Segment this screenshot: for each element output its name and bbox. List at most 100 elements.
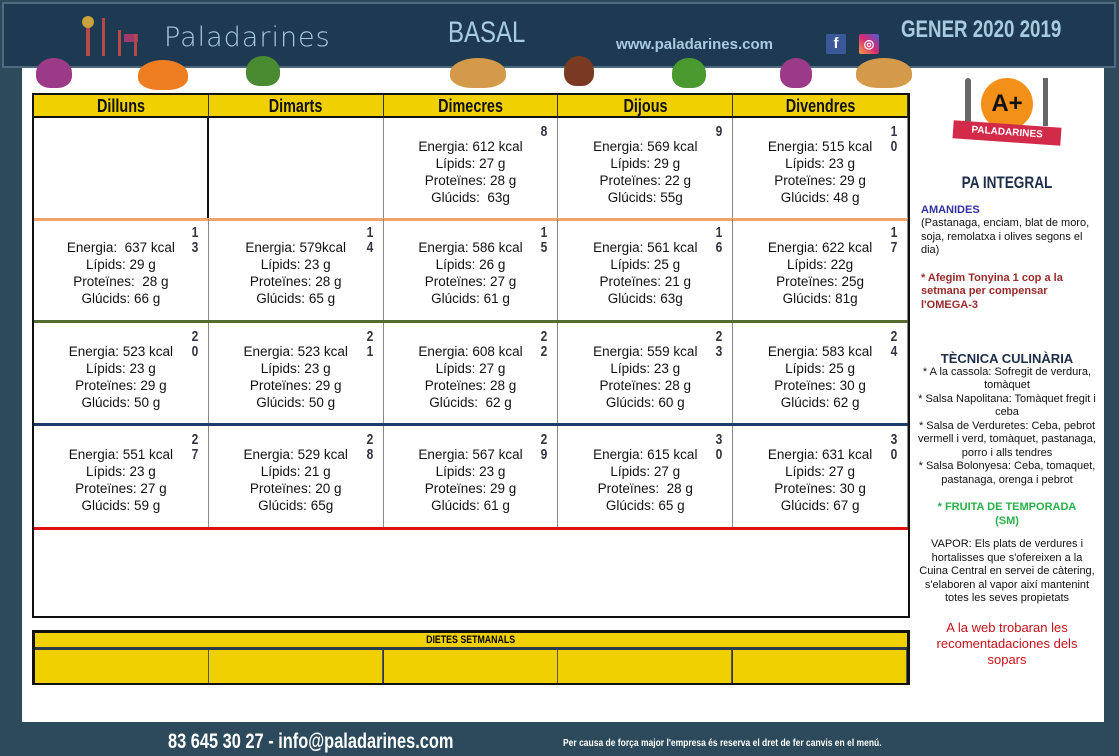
lipids-value: Lípids: 23 g <box>785 156 855 171</box>
proteins-value: Proteïnes: 28 g <box>599 378 692 393</box>
nutrition-info: Energia: 622 kcal Lípids: 22g Proteïnes: 2… <box>733 239 907 307</box>
energy-value: Energia: 622 kcal <box>767 240 873 255</box>
lipids-value: Lípids: 27 g <box>435 361 506 376</box>
lipids-value: Lípids: 29 g <box>85 257 156 272</box>
energy-value: Energia: 608 kcal <box>418 344 523 359</box>
day-number: 28 <box>366 431 373 463</box>
diet-cell <box>558 650 733 683</box>
carbs-value: Glúcids: 67 g <box>780 498 860 513</box>
lipids-value: Lípids: 23 g <box>260 361 331 376</box>
nutrition-info: Energia: 615 kcal Lípids: 27 g Proteïnes: … <box>558 446 732 514</box>
energy-value: Energia: 515 kcal <box>767 139 873 154</box>
energy-value: Energia: 561 kcal <box>593 240 698 255</box>
proteins-value: Proteïnes: 29 g <box>774 173 866 188</box>
info-sidebar: A+ PALADARINES PA INTEGRAL AMANIDES (Pas… <box>918 70 1096 668</box>
day-number: 30 <box>890 431 898 463</box>
carbs-value: Glúcids: 63g <box>607 291 683 306</box>
week-separator <box>34 218 908 221</box>
day-number: 9 <box>715 123 723 140</box>
badge-circle: A+ <box>981 78 1033 130</box>
salads-text: (Pastanaga, enciam, blat de moro, soja, … <box>921 217 1090 256</box>
carbs-value: Glúcids: 65 g <box>256 291 336 306</box>
energy-value: Energia: 583 kcal <box>767 344 873 359</box>
day-cell: 27 Energia: 551 kcal Lípids: 23 g Proteïnes… <box>34 426 209 528</box>
carbs-value: Glúcids: 48 g <box>780 190 860 205</box>
carbs-value: Glúcids: 62 g <box>780 395 860 410</box>
salads-title: AMANIDES <box>921 203 980 216</box>
day-header-dilluns: Dilluns <box>34 95 209 118</box>
nutrition-info: Energia: 515 kcal Lípids: 23 g Proteïnes: … <box>733 138 907 206</box>
proteins-value: Proteïnes: 29 g <box>424 481 517 496</box>
lipids-value: Lípids: 23 g <box>610 361 681 376</box>
day-cell: 23 Energia: 559 kcal Lípids: 23 g Proteïnes… <box>558 323 734 424</box>
weekly-menu-grid: Dilluns Dimarts Dimecres Dijous Divendres 8 En… <box>32 93 910 618</box>
day-number: 27 <box>191 431 199 463</box>
footer-contact: 83 645 30 27 - info@paladarines.com <box>168 730 454 753</box>
day-cell: 21 Energia: 523 kcal Lípids: 23 g Proteïnes… <box>209 323 384 424</box>
day-cell: 8 Energia: 612 kcal Lípids: 27 g Proteïnes:… <box>384 118 559 219</box>
day-number: 17 <box>890 224 898 256</box>
day-number: 14 <box>366 224 373 256</box>
day-cell: 9 Energia: 569 kcal Lípids: 29 g Proteïnes:… <box>558 118 734 219</box>
technique-item: * Salsa de Verduretes: Ceba, pebrot verm… <box>918 419 1096 459</box>
day-cell: 28 Energia: 529 kcal Lípids: 21 g Proteïnes… <box>209 426 384 528</box>
day-number: 21 <box>366 328 373 360</box>
proteins-value: Proteïnes: 28 g <box>424 173 517 188</box>
energy-value: Energia: 529 kcal <box>243 447 348 462</box>
week-separator <box>34 527 908 530</box>
lipids-value: Lípids: 23 g <box>85 361 156 376</box>
proteins-value: Proteïnes: 30 g <box>774 481 866 496</box>
day-number: 8 <box>541 123 548 140</box>
carbs-value: Glúcids: 61 g <box>431 498 510 513</box>
proteins-value: Proteïnes: 25g <box>776 274 864 289</box>
carbs-value: Glúcids: 63g <box>431 190 510 205</box>
nutrition-info: Energia: 551 kcal Lípids: 23 g Proteïnes: … <box>34 446 208 514</box>
day-cell <box>34 118 209 219</box>
energy-value: Energia: 586 kcal <box>418 240 523 255</box>
nutrition-info: Energia: 579kcal Lípids: 23 g Proteïnes: 2… <box>209 239 383 307</box>
lipids-value: Lípids: 29 g <box>610 156 681 171</box>
day-number: 30 <box>715 431 723 463</box>
day-number: 24 <box>890 328 898 360</box>
technique-item: * Salsa Bolonyesa: Ceba, tomaquet, pasta… <box>918 460 1096 486</box>
day-cell: 13 Energia: 637 kcal Lípids: 29 g Proteïnes… <box>34 219 209 321</box>
lipids-value: Lípids: 25 g <box>785 361 855 376</box>
carbs-value: Glúcids: 66 g <box>81 291 161 306</box>
proteins-value: Proteïnes: 29 g <box>75 378 167 393</box>
facebook-icon[interactable]: f <box>826 34 846 54</box>
day-number: 13 <box>191 224 199 256</box>
carbs-value: Glúcids: 62 g <box>429 395 512 410</box>
website-link[interactable]: www.paladarines.com <box>616 36 773 53</box>
lipids-value: Lípids: 23 g <box>85 464 156 479</box>
instagram-icon[interactable]: ◎ <box>859 34 879 54</box>
diet-cell <box>209 650 384 683</box>
lipids-value: Lípids: 23 g <box>260 257 331 272</box>
proteins-value: Proteïnes: 21 g <box>599 274 692 289</box>
footer-disclaimer: Per causa de força major l'empresa és re… <box>563 738 882 749</box>
day-number: 29 <box>541 431 548 463</box>
tuna-note: * Afegim Tonyina 1 cop a la setmana per … <box>921 271 1063 311</box>
fish-icon <box>450 58 506 88</box>
proteins-value: Proteïnes: 28 g <box>424 378 517 393</box>
technique-title: TÈCNICA CULINÀRIA <box>940 351 1074 366</box>
day-header-dijous: Dijous <box>558 95 734 118</box>
nutrition-info: Energia: 523 kcal Lípids: 23 g Proteïnes: … <box>209 343 383 411</box>
proteins-value: Proteïnes: 28 g <box>73 274 169 289</box>
carbs-value: Glúcids: 61 g <box>431 291 510 306</box>
weekly-diets-table: DIETES SETMANALS <box>32 630 910 685</box>
carbs-value: Glúcids: 65 g <box>605 498 685 513</box>
proteins-value: Proteïnes: 22 g <box>599 173 692 188</box>
bread-title: PA INTEGRAL <box>961 173 1053 192</box>
carbs-value: Glúcids: 59 g <box>81 498 161 513</box>
brand-name: Paladarines <box>164 22 331 53</box>
day-cell: 29 Energia: 567 kcal Lípids: 23 g Proteïnes… <box>384 426 559 528</box>
cucumber-icon <box>672 58 706 88</box>
lipids-value: Lípids: 25 g <box>610 257 681 272</box>
carrot-icon <box>138 60 188 90</box>
proteins-value: Proteïnes: 30 g <box>774 378 866 393</box>
day-header-dimecres: Dimecres <box>383 95 559 118</box>
energy-value: Energia: 615 kcal <box>593 447 698 462</box>
day-cell: 10 Energia: 515 kcal Lípids: 23 g Proteïnes… <box>733 118 908 219</box>
day-cell: 20 Energia: 523 kcal Lípids: 23 g Proteïnes… <box>34 323 209 424</box>
energy-value: Energia: 567 kcal <box>418 447 523 462</box>
